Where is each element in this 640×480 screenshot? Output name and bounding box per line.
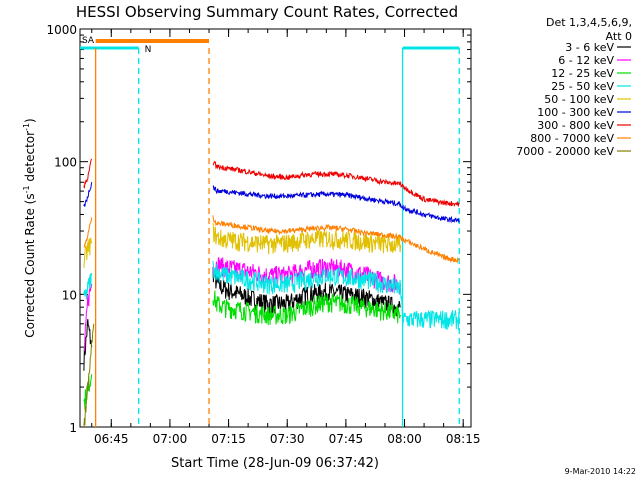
- y-tick-label: 1000: [46, 23, 77, 37]
- y-axis-label-sup1: -1: [22, 185, 31, 193]
- saa-flag-label: SA: [82, 36, 95, 46]
- y-tick-label: 1: [69, 421, 77, 435]
- series-line: [83, 182, 93, 207]
- x-tick-label: 07:45: [329, 432, 364, 446]
- legend-label: 3 - 6 keV: [565, 41, 614, 54]
- series-line: [83, 158, 93, 189]
- x-tick-label: 08:15: [446, 432, 481, 446]
- y-tick-labels: 1 10 100 1000: [46, 23, 77, 435]
- series-line: [83, 272, 93, 300]
- x-tick-label: 07:00: [153, 432, 188, 446]
- series-line: [83, 236, 93, 268]
- night-flag-label: N: [145, 45, 152, 55]
- x-tick-label: 07:15: [211, 432, 246, 446]
- legend-label: 50 - 100 keV: [544, 93, 614, 106]
- series-line: [212, 185, 460, 224]
- footer-date: 9-Mar-2010 14:22: [565, 467, 636, 476]
- x-tick-label: 06:45: [94, 432, 129, 446]
- series-line: [83, 283, 93, 352]
- y-tick-label: 100: [54, 156, 77, 170]
- series-line: [212, 260, 460, 330]
- y-axis-label-mid: detector: [23, 131, 37, 186]
- series-line: [83, 318, 93, 371]
- series-line: [83, 323, 95, 428]
- x-tick-labels: 06:45 07:00 07:15 07:30 07:45 08:00 08:15: [94, 432, 480, 446]
- plot-area: NSA 06:45 07:00 07:15 07:30 07:45 08:00 08:15 …: [46, 23, 480, 446]
- y-axis-label-main: Corrected Count Rate (s: [23, 193, 37, 337]
- series-line: [83, 217, 93, 248]
- observing-flags: N SA: [80, 36, 460, 427]
- y-axis-label-end: ): [23, 118, 37, 123]
- legend-label: 25 - 50 keV: [551, 80, 614, 93]
- x-axis-label: Start Time (28-Jun-09 06:37:42): [171, 456, 379, 471]
- series-line: [212, 160, 460, 207]
- series-line: [212, 215, 460, 264]
- series-line: [212, 290, 402, 326]
- x-tick-label: 08:00: [387, 432, 422, 446]
- y-axis-label: Corrected Count Rate (s-1 detector-1): [22, 118, 37, 337]
- tick-marks: [80, 28, 471, 428]
- legend-label: 7000 - 20000 keV: [516, 145, 614, 158]
- y-tick-label: 10: [62, 288, 77, 302]
- plot-frame: [79, 28, 472, 428]
- legend-label: 300 - 800 keV: [537, 119, 614, 132]
- y-axis-label-sup2: -1: [22, 123, 31, 131]
- series-line: [83, 374, 93, 410]
- series-line: [212, 267, 401, 317]
- legend-header-line2: Att 0: [606, 30, 632, 43]
- legend-label: 100 - 300 keV: [537, 106, 614, 119]
- legend-label: 800 - 7000 keV: [530, 132, 614, 145]
- series-lines: [83, 158, 460, 428]
- legend-label: 6 - 12 keV: [558, 54, 614, 67]
- legend-label: 12 - 25 keV: [551, 67, 614, 80]
- x-tick-label: 07:30: [270, 432, 305, 446]
- chart-title: HESSI Observing Summary Count Rates, Cor…: [76, 3, 458, 21]
- legend-header-line1: Det 1,3,4,5,6,9,: [546, 16, 632, 29]
- series-line: [212, 222, 402, 255]
